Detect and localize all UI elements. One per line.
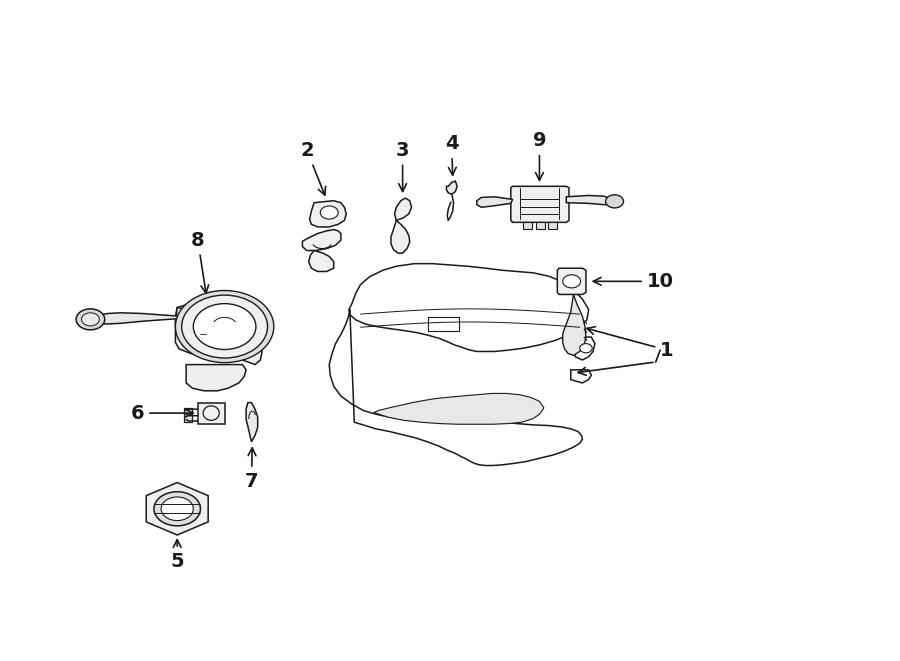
- Circle shape: [76, 309, 104, 330]
- Polygon shape: [511, 186, 569, 222]
- Polygon shape: [349, 264, 589, 352]
- Polygon shape: [176, 307, 244, 356]
- Polygon shape: [186, 365, 246, 391]
- Circle shape: [154, 492, 201, 525]
- Polygon shape: [391, 220, 410, 253]
- Text: 5: 5: [170, 539, 184, 570]
- Text: 9: 9: [533, 131, 546, 180]
- Polygon shape: [394, 198, 411, 220]
- Polygon shape: [309, 251, 334, 272]
- Polygon shape: [302, 229, 341, 251]
- Text: 7: 7: [245, 448, 258, 490]
- Circle shape: [580, 344, 592, 353]
- Polygon shape: [536, 222, 544, 229]
- Polygon shape: [374, 393, 544, 424]
- Polygon shape: [235, 314, 271, 344]
- Polygon shape: [562, 294, 586, 356]
- Polygon shape: [428, 317, 459, 330]
- Polygon shape: [571, 369, 591, 383]
- Polygon shape: [575, 337, 595, 360]
- Circle shape: [606, 195, 624, 208]
- Circle shape: [176, 291, 274, 363]
- Polygon shape: [146, 483, 208, 535]
- Circle shape: [82, 313, 99, 326]
- Polygon shape: [557, 268, 586, 294]
- Polygon shape: [176, 297, 244, 334]
- Polygon shape: [198, 403, 225, 424]
- Text: 3: 3: [396, 141, 410, 192]
- Polygon shape: [242, 344, 262, 365]
- Polygon shape: [310, 201, 346, 227]
- Text: 8: 8: [191, 231, 209, 293]
- Polygon shape: [446, 181, 457, 194]
- Polygon shape: [477, 197, 513, 208]
- Text: 4: 4: [445, 134, 459, 175]
- Circle shape: [562, 275, 580, 288]
- Text: 1: 1: [587, 327, 674, 360]
- Polygon shape: [523, 222, 532, 229]
- Circle shape: [182, 295, 267, 358]
- Polygon shape: [184, 408, 193, 422]
- Text: 6: 6: [130, 404, 194, 422]
- Polygon shape: [566, 196, 613, 205]
- Circle shape: [161, 497, 194, 521]
- Polygon shape: [246, 403, 257, 442]
- Text: 2: 2: [300, 141, 326, 195]
- Polygon shape: [548, 222, 557, 229]
- Polygon shape: [92, 313, 178, 324]
- Text: 10: 10: [593, 272, 674, 291]
- Polygon shape: [198, 330, 209, 337]
- Circle shape: [320, 206, 338, 219]
- Circle shape: [194, 303, 256, 350]
- Polygon shape: [329, 309, 582, 465]
